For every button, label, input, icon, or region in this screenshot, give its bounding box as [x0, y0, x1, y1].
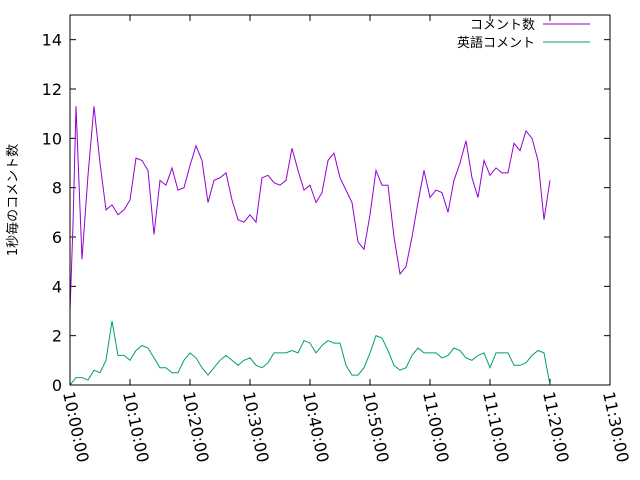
y-tick-label: 8 — [52, 179, 62, 198]
y-tick-label: 6 — [52, 228, 62, 247]
legend-label: コメント数 — [470, 18, 535, 33]
y-axis-label: 1秒毎のコメント数 — [5, 144, 21, 256]
y-tick-label: 2 — [52, 327, 62, 346]
series-lines — [69, 106, 551, 386]
series-line-2 — [69, 320, 551, 386]
y-tick-label: 4 — [52, 277, 62, 296]
plot-frame — [69, 14, 611, 386]
y-tick-label: 0 — [52, 376, 62, 395]
y-tick-label: 14 — [42, 31, 62, 50]
series-line-1 — [69, 106, 551, 312]
y-tick-label: 10 — [42, 129, 62, 148]
y-tick-label: 12 — [42, 80, 62, 99]
y-axis: 0 2 4 6 8 10 12 14 — [42, 31, 610, 395]
legend-label: 英語コメント — [457, 35, 535, 51]
